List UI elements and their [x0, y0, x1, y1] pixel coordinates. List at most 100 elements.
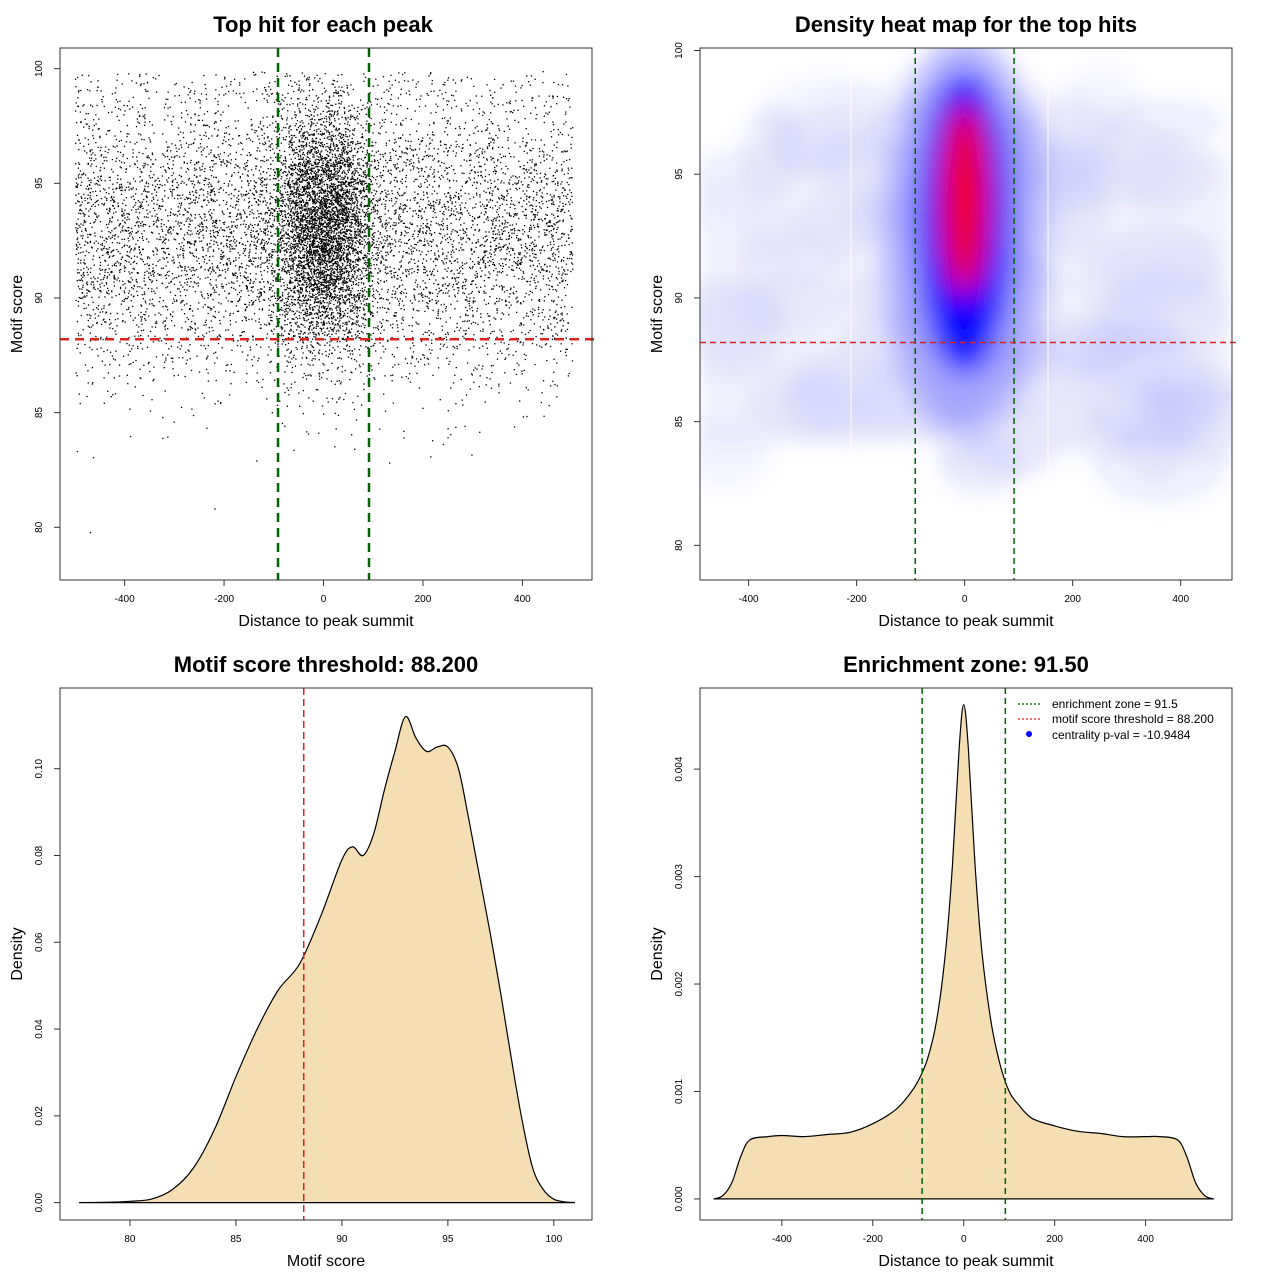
scatter-point — [335, 103, 337, 105]
scatter-point — [394, 150, 397, 152]
scatter-point — [504, 372, 506, 374]
scatter-point — [204, 216, 206, 218]
scatter-point — [533, 197, 535, 199]
scatter-point — [170, 120, 172, 123]
scatter-point — [156, 322, 158, 324]
scatter-point — [490, 94, 492, 96]
scatter-point — [269, 174, 271, 177]
scatter-point — [221, 258, 223, 260]
scatter-point — [391, 277, 393, 279]
scatter-point — [255, 257, 257, 259]
scatter-point — [540, 401, 543, 404]
scatter-point — [423, 268, 425, 271]
scatter-point — [85, 187, 87, 190]
scatter-point — [273, 295, 276, 297]
scatter-point — [329, 148, 331, 151]
scatter-point — [255, 248, 258, 250]
scatter-point — [167, 220, 170, 222]
scatter-point — [143, 277, 145, 279]
scatter-point — [456, 276, 458, 279]
scatter-point — [283, 339, 286, 341]
scatter-point — [561, 181, 563, 183]
scatter-point — [423, 354, 425, 357]
scatter-point — [554, 257, 556, 259]
scatter-point — [488, 271, 490, 273]
scatter-point — [517, 238, 520, 240]
scatter-point — [294, 81, 296, 83]
scatter-point — [294, 312, 296, 314]
scatter-point — [566, 328, 569, 330]
scatter-point — [231, 282, 233, 284]
scatter-point — [525, 354, 527, 357]
scatter-point — [158, 205, 161, 208]
scatter-point — [552, 288, 554, 291]
scatter-point — [445, 147, 447, 149]
scatter-point — [309, 303, 312, 306]
scatter-point — [553, 144, 555, 146]
scatter-point — [497, 229, 499, 231]
scatter-point — [225, 203, 227, 206]
scatter-point — [357, 289, 359, 292]
scatter-point — [342, 263, 344, 265]
scatter-point — [489, 273, 491, 275]
scatter-point — [266, 333, 269, 335]
scatter-point — [173, 261, 175, 263]
scatter-point — [120, 189, 122, 192]
scatter-point — [357, 122, 359, 125]
scatter-point — [258, 216, 260, 218]
scatter-point — [462, 237, 465, 239]
scatter-point — [508, 235, 510, 238]
scatter-point — [112, 171, 114, 173]
scatter-point — [457, 193, 460, 195]
scatter-point — [345, 328, 348, 331]
scatter-point — [366, 161, 368, 164]
scatter-point — [119, 166, 121, 168]
scatter-point — [105, 282, 107, 284]
scatter-point — [557, 256, 560, 258]
scatter-point — [456, 286, 459, 289]
scatter-point — [100, 155, 102, 157]
scatter-point — [103, 247, 105, 250]
scatter-point — [82, 276, 84, 278]
scatter-point — [447, 285, 450, 287]
scatter-point — [400, 122, 402, 124]
scatter-point — [519, 324, 521, 327]
scatter-point — [439, 140, 442, 142]
scatter-point — [489, 332, 492, 335]
scatter-point — [284, 258, 286, 260]
scatter-point — [387, 272, 389, 274]
scatter-point — [527, 184, 529, 186]
scatter-point — [500, 246, 502, 249]
scatter-point — [166, 271, 169, 273]
scatter-point — [167, 167, 170, 169]
scatter-point — [230, 281, 233, 283]
scatter-point — [98, 215, 100, 217]
scatter-point — [84, 255, 86, 257]
scatter-point — [381, 223, 384, 225]
scatter-point — [90, 277, 92, 279]
scatter-point — [76, 134, 79, 137]
scatter-point — [302, 341, 304, 343]
scatter-point — [379, 233, 381, 235]
scatter-point — [322, 324, 324, 326]
scatter-point — [380, 262, 383, 264]
scatter-point — [97, 80, 99, 82]
scatter-point — [103, 305, 105, 307]
scatter-point — [469, 179, 472, 181]
scatter-point — [460, 327, 462, 329]
scatter-point — [237, 213, 239, 215]
scatter-point — [178, 94, 181, 97]
scatter-point — [478, 261, 481, 263]
scatter-point — [338, 297, 340, 299]
scatter-point — [545, 213, 547, 216]
scatter-point — [405, 140, 407, 142]
scatter-point — [394, 364, 396, 366]
scatter-point — [225, 244, 228, 247]
scatter-point — [233, 282, 235, 284]
scatter-point — [427, 196, 429, 199]
scatter-point — [478, 230, 480, 232]
scatter-point — [412, 250, 415, 253]
scatter-point — [202, 247, 204, 249]
scatter-point — [308, 282, 311, 285]
scatter-point — [536, 181, 538, 183]
